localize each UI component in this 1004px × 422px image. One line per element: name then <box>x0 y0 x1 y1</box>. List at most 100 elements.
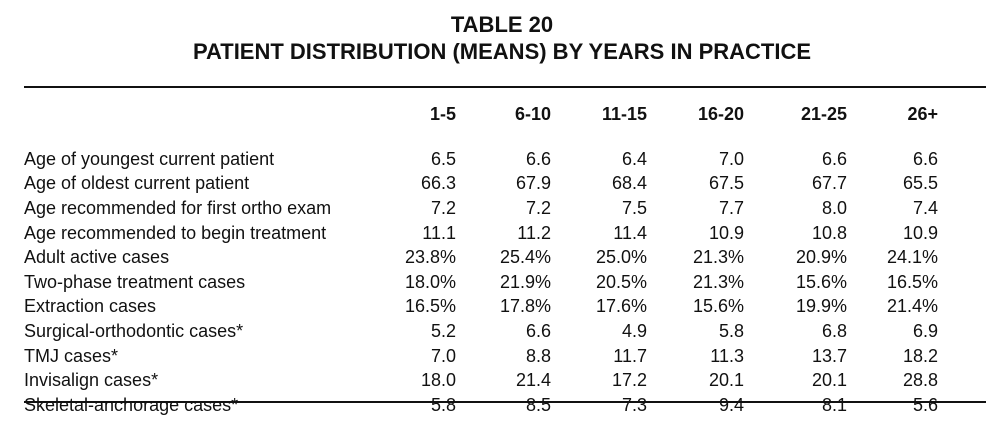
table-cell: 16.5% <box>886 271 938 292</box>
table-cell: 21.3% <box>692 271 744 292</box>
column-header: 21-25 <box>800 104 847 124</box>
table-cell: 4.9 <box>621 320 647 341</box>
row-label: Age of oldest current patient <box>24 173 250 194</box>
top-rule <box>24 86 986 88</box>
table-cell: 10.8 <box>811 222 847 243</box>
table-cell: 6.5 <box>430 148 456 169</box>
table-cell: 8.8 <box>525 345 551 366</box>
row-label: Age recommended for first ortho exam <box>24 197 332 218</box>
table-cell: 28.8 <box>902 370 938 391</box>
table-cell: 67.9 <box>515 173 551 194</box>
table-cell: 7.7 <box>718 197 744 218</box>
table-row: Skeletal-anchorage cases* 5.8 8.5 7.3 9.4 8.1… <box>24 393 938 418</box>
table-cell: 19.9% <box>795 296 847 317</box>
row-label: Two-phase treatment cases <box>24 271 246 292</box>
table-cell: 7.2 <box>430 197 456 218</box>
table-row: Surgical-orthodontic cases* 5.2 6.6 4.9 5.8 6… <box>24 319 938 344</box>
table-title: PATIENT DISTRIBUTION (MEANS) BY YEARS IN… <box>192 39 812 64</box>
table-cell: 21.9% <box>499 271 551 292</box>
table-cell: 7.3 <box>621 394 647 415</box>
table-row: Age recommended to begin treatment 11.1 11… <box>24 221 938 246</box>
table-cell: 8.0 <box>821 197 847 218</box>
table-cell: 68.4 <box>611 173 647 194</box>
table-cell: 5.2 <box>430 320 456 341</box>
table-cell: 11.7 <box>613 345 647 366</box>
table-cell: 6.8 <box>821 320 847 341</box>
table-cell: 25.4% <box>499 247 551 268</box>
table-cell: 5.8 <box>718 320 744 341</box>
table-cell: 66.3 <box>420 173 456 194</box>
table-cell: 7.2 <box>525 197 551 218</box>
table-cell: 17.6% <box>595 296 647 317</box>
table-cell: 6.6 <box>821 148 847 169</box>
table-cell: 21.3% <box>692 247 744 268</box>
table-row: Adult active cases 23.8% 25.4% 25.0% 21.3% 20… <box>24 245 938 270</box>
table-row: Age recommended for first ortho exam 7.2 7… <box>24 196 938 221</box>
table-cell: 6.9 <box>912 320 938 341</box>
row-label: Age recommended to begin treatment <box>24 222 327 243</box>
table-row: Invisalign cases* 18.0 21.4 17.2 20.1 20.1 28.… <box>24 368 938 393</box>
column-header: 1-5 <box>429 104 456 124</box>
table-cell: 5.8 <box>430 394 456 415</box>
row-label: Age of youngest current patient <box>24 148 275 169</box>
table-cell: 8.1 <box>821 394 847 415</box>
row-label: Adult active cases <box>24 247 170 268</box>
table-cell: 10.9 <box>708 222 744 243</box>
row-label: Extraction cases <box>24 296 157 317</box>
table-cell: 7.5 <box>621 197 647 218</box>
table-number: TABLE 20 <box>450 12 554 37</box>
table-cell: 20.9% <box>795 247 847 268</box>
column-header: 26+ <box>907 104 938 124</box>
table-row: Age of oldest current patient 66.3 67.9 68.… <box>24 172 938 197</box>
table-cell: 8.5 <box>525 394 551 415</box>
table-row: Age of youngest current patient 6.5 6.6 6.4… <box>24 135 938 172</box>
table-cell: 21.4% <box>886 296 938 317</box>
table-cell: 11.2 <box>517 222 551 243</box>
table-cell: 25.0% <box>595 247 647 268</box>
table-heading: TABLE 20 PATIENT DISTRIBUTION (MEANS) BY… <box>0 11 1004 65</box>
table-cell: 21.4 <box>515 370 551 391</box>
table-cell: 13.7 <box>811 345 847 366</box>
row-label: Invisalign cases* <box>24 370 159 391</box>
table-cell: 24.1% <box>886 247 938 268</box>
table-row: Extraction cases 16.5% 17.8% 17.6% 15.6% 19.9… <box>24 295 938 320</box>
table-cell: 15.6% <box>692 296 744 317</box>
table-cell: 11.1 <box>422 222 456 243</box>
column-header: 11-15 <box>601 104 647 124</box>
table-cell: 7.4 <box>912 197 938 218</box>
table-cell: 20.1 <box>811 370 847 391</box>
header-blank-cell <box>24 89 388 135</box>
table-cell: 7.0 <box>718 148 744 169</box>
table-cell: 6.6 <box>912 148 938 169</box>
table-cell: 20.5% <box>595 271 647 292</box>
table-cell: 10.9 <box>902 222 938 243</box>
table-cell: 20.1 <box>708 370 744 391</box>
table-cell: 23.8% <box>404 247 456 268</box>
table-cell: 6.6 <box>525 320 551 341</box>
row-label: Surgical-orthodontic cases* <box>24 320 244 341</box>
row-label: TMJ cases* <box>24 345 119 366</box>
table-cell: 18.0 <box>420 370 456 391</box>
table-cell: 11.3 <box>710 345 744 366</box>
table-cell: 17.2 <box>611 370 647 391</box>
table-cell: 65.5 <box>902 173 938 194</box>
bottom-rule <box>24 401 986 403</box>
table-cell: 11.4 <box>613 222 647 243</box>
table-cell: 67.7 <box>811 173 847 194</box>
table-cell: 15.6% <box>795 271 847 292</box>
table-cell: 6.6 <box>525 148 551 169</box>
table-cell: 18.2 <box>902 345 938 366</box>
table-body: Age of youngest current patient 6.5 6.6 6.4… <box>24 135 938 418</box>
table-cell: 67.5 <box>708 173 744 194</box>
table-row: Two-phase treatment cases 18.0% 21.9% 20.5%… <box>24 270 938 295</box>
table-cell: 18.0% <box>404 271 456 292</box>
data-table: 1-5 6-10 11-15 16-20 21-25 26+ Age of yo… <box>24 89 938 418</box>
column-header: 6-10 <box>514 104 551 124</box>
table-cell: 6.4 <box>621 148 647 169</box>
table-row: TMJ cases* 7.0 8.8 11.7 11.3 13.7 18.2 <box>24 344 938 369</box>
table-cell: 17.8% <box>499 296 551 317</box>
table-cell: 16.5% <box>404 296 456 317</box>
table-cell: 5.6 <box>912 394 938 415</box>
table-cell: 9.4 <box>718 394 744 415</box>
row-label: Skeletal-anchorage cases* <box>24 394 239 415</box>
